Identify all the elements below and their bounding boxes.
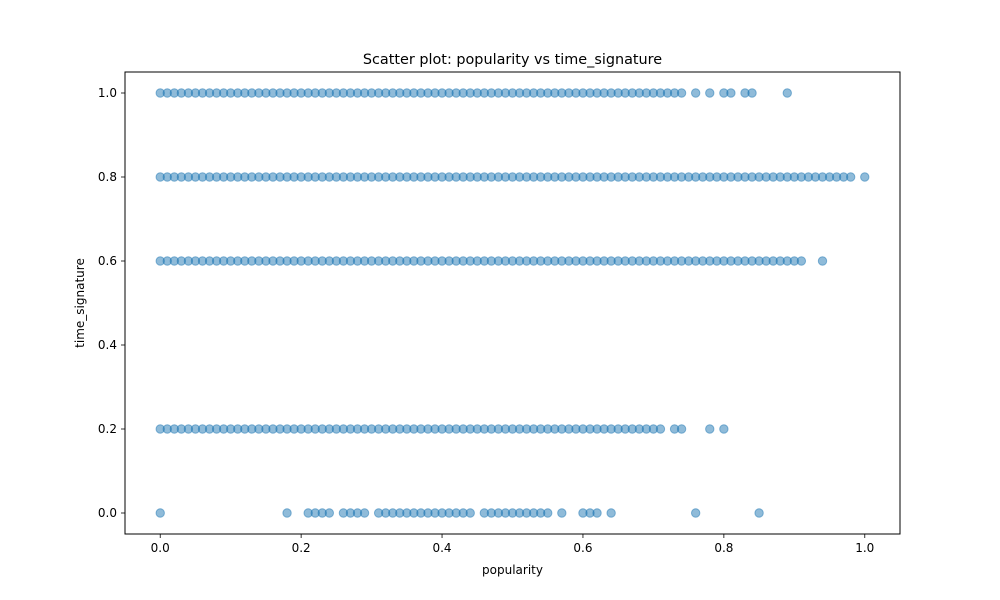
data-point	[705, 424, 715, 434]
data-point	[655, 424, 666, 434]
data-point	[359, 508, 370, 518]
data-point	[465, 508, 475, 518]
x-tick-label: 0.8	[714, 541, 733, 555]
x-tick-label: 0.6	[573, 541, 592, 555]
x-tick-label: 1.0	[855, 541, 874, 555]
data-point	[557, 508, 567, 518]
data-point	[543, 508, 553, 518]
data-point	[690, 88, 701, 98]
y-tick-label: 0.0	[98, 506, 117, 520]
x-axis-ticks: 0.0 0.2 0.4 0.6 0.8 1.0	[151, 534, 874, 555]
y-tick-label: 0.4	[98, 338, 117, 352]
data-point	[705, 88, 715, 98]
y-axis-label: time_signature	[73, 258, 87, 348]
x-axis-label: popularity	[482, 563, 543, 577]
data-point	[817, 256, 828, 266]
x-tick-label: 0.4	[432, 541, 451, 555]
data-point	[754, 508, 764, 518]
data-point	[719, 424, 729, 434]
data-point	[592, 508, 602, 518]
x-tick-label: 0.2	[292, 541, 311, 555]
y-tick-label: 0.2	[98, 422, 117, 436]
y-tick-label: 0.6	[98, 254, 117, 268]
data-point	[676, 88, 687, 98]
data-point	[845, 172, 856, 182]
data-point	[282, 508, 292, 518]
data-point	[324, 508, 335, 518]
data-point	[690, 508, 701, 518]
plot-area-frame	[124, 71, 901, 535]
chart-title: Scatter plot: popularity vs time_signatu…	[363, 52, 662, 68]
data-points	[155, 88, 870, 518]
y-tick-label: 0.8	[98, 170, 117, 184]
x-tick-label: 0.0	[151, 541, 170, 555]
data-point	[747, 88, 757, 98]
y-tick-label: 1.0	[98, 86, 117, 100]
data-point	[860, 172, 870, 182]
data-point	[676, 424, 687, 434]
data-point	[726, 88, 736, 98]
data-point	[796, 256, 807, 266]
data-point	[155, 508, 165, 518]
data-point	[782, 88, 792, 98]
data-point	[606, 508, 616, 518]
y-axis-ticks: 0.0 0.2 0.4 0.6 0.8 1.0	[98, 86, 125, 520]
